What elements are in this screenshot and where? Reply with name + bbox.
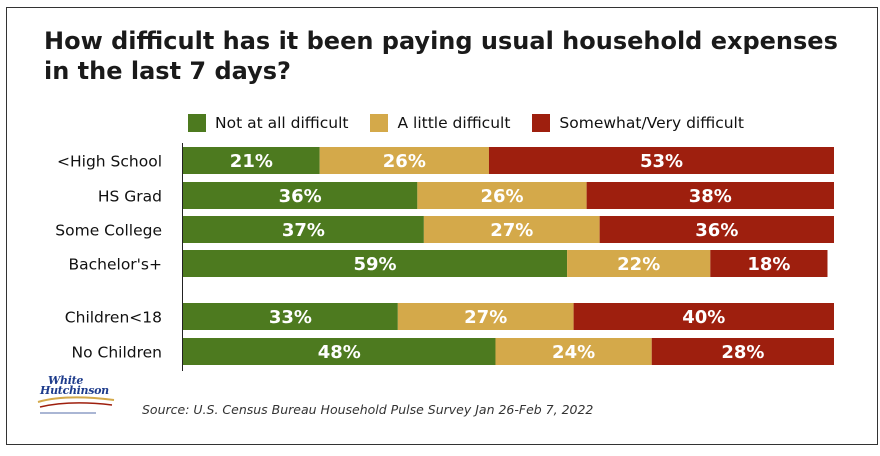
bar-segment-some-college-a-little-difficult	[423, 216, 600, 243]
legend-item-not-at-all: Not at all difficult	[188, 114, 348, 132]
data-label-high-school-not-at-all-difficult: 21%	[230, 151, 273, 172]
legend-swatch-not-at-all	[188, 114, 206, 132]
legend-item-a-little: A little difficult	[370, 114, 510, 132]
legend-label-somewhat-very: Somewhat/Very difficult	[559, 114, 744, 132]
data-label-children-18-somewhat-very-difficult: 40%	[682, 307, 725, 328]
bar-segment-high-school-a-little-difficult	[319, 147, 489, 174]
category-label-high-school: <High School	[57, 153, 162, 171]
data-label-high-school-somewhat-very-difficult: 53%	[640, 151, 683, 172]
bar-segment-some-college-somewhat-very-difficult	[599, 216, 834, 243]
bar-segment-some-college-not-at-all-difficult	[183, 216, 424, 243]
data-label-some-college-somewhat-very-difficult: 36%	[695, 220, 738, 241]
data-label-no-children-not-at-all-difficult: 48%	[318, 342, 361, 363]
bar-segment-bachelor-s-a-little-difficult	[567, 250, 711, 277]
data-label-some-college-a-little-difficult: 27%	[490, 220, 533, 241]
bar-segment-high-school-not-at-all-difficult	[183, 147, 320, 174]
chart-title: How difficult has it been paying usual h…	[44, 27, 838, 85]
data-label-bachelor-s-not-at-all-difficult: 59%	[353, 254, 396, 275]
legend: Not at all difficult A little difficult …	[188, 114, 766, 132]
data-label-bachelor-s-a-little-difficult: 22%	[617, 254, 660, 275]
legend-swatch-somewhat-very	[532, 114, 551, 132]
bar-segment-hs-grad-not-at-all-difficult	[183, 182, 418, 209]
bar-segment-children-18-not-at-all-difficult	[183, 303, 398, 330]
legend-item-somewhat-very: Somewhat/Very difficult	[532, 114, 744, 132]
bar-segment-no-children-not-at-all-difficult	[183, 338, 496, 365]
data-label-children-18-a-little-difficult: 27%	[464, 307, 507, 328]
data-label-bachelor-s-somewhat-very-difficult: 18%	[747, 254, 790, 275]
category-label-bachelor-s: Bachelor's+	[69, 256, 163, 274]
data-label-hs-grad-not-at-all-difficult: 36%	[279, 186, 322, 207]
bar-segment-hs-grad-a-little-difficult	[417, 182, 587, 209]
bar-segment-bachelor-s-somewhat-very-difficult	[710, 250, 828, 277]
logo-swoosh-icon	[37, 396, 115, 414]
data-label-hs-grad-somewhat-very-difficult: 38%	[689, 186, 732, 207]
legend-swatch-a-little	[370, 114, 389, 132]
bar-segment-hs-grad-somewhat-very-difficult	[586, 182, 834, 209]
bar-segment-children-18-somewhat-very-difficult	[573, 303, 834, 330]
data-label-high-school-a-little-difficult: 26%	[383, 151, 426, 172]
white-hutchinson-logo: White Hutchinson	[36, 374, 128, 420]
logo-text-line1: White	[48, 374, 84, 387]
data-label-some-college-not-at-all-difficult: 37%	[282, 220, 325, 241]
bar-segment-no-children-a-little-difficult	[495, 338, 652, 365]
legend-label-not-at-all: Not at all difficult	[215, 114, 349, 132]
category-label-hs-grad: HS Grad	[98, 188, 162, 206]
data-label-no-children-somewhat-very-difficult: 28%	[721, 342, 764, 363]
category-label-children-18: Children<18	[65, 309, 162, 327]
bar-segment-no-children-somewhat-very-difficult	[651, 338, 834, 365]
data-label-no-children-a-little-difficult: 24%	[552, 342, 595, 363]
bar-segment-bachelor-s-not-at-all-difficult	[183, 250, 568, 277]
bar-segment-children-18-a-little-difficult	[397, 303, 574, 330]
legend-label-a-little: A little difficult	[397, 114, 511, 132]
source-note: Source: U.S. Census Bureau Household Pul…	[142, 402, 594, 417]
logo-text-line2: Hutchinson	[40, 384, 109, 397]
category-label-some-college: Some College	[55, 222, 162, 240]
bar-segment-high-school-somewhat-very-difficult	[488, 147, 834, 174]
category-label-no-children: No Children	[72, 344, 163, 362]
data-label-hs-grad-a-little-difficult: 26%	[480, 186, 523, 207]
data-label-children-18-not-at-all-difficult: 33%	[269, 307, 312, 328]
